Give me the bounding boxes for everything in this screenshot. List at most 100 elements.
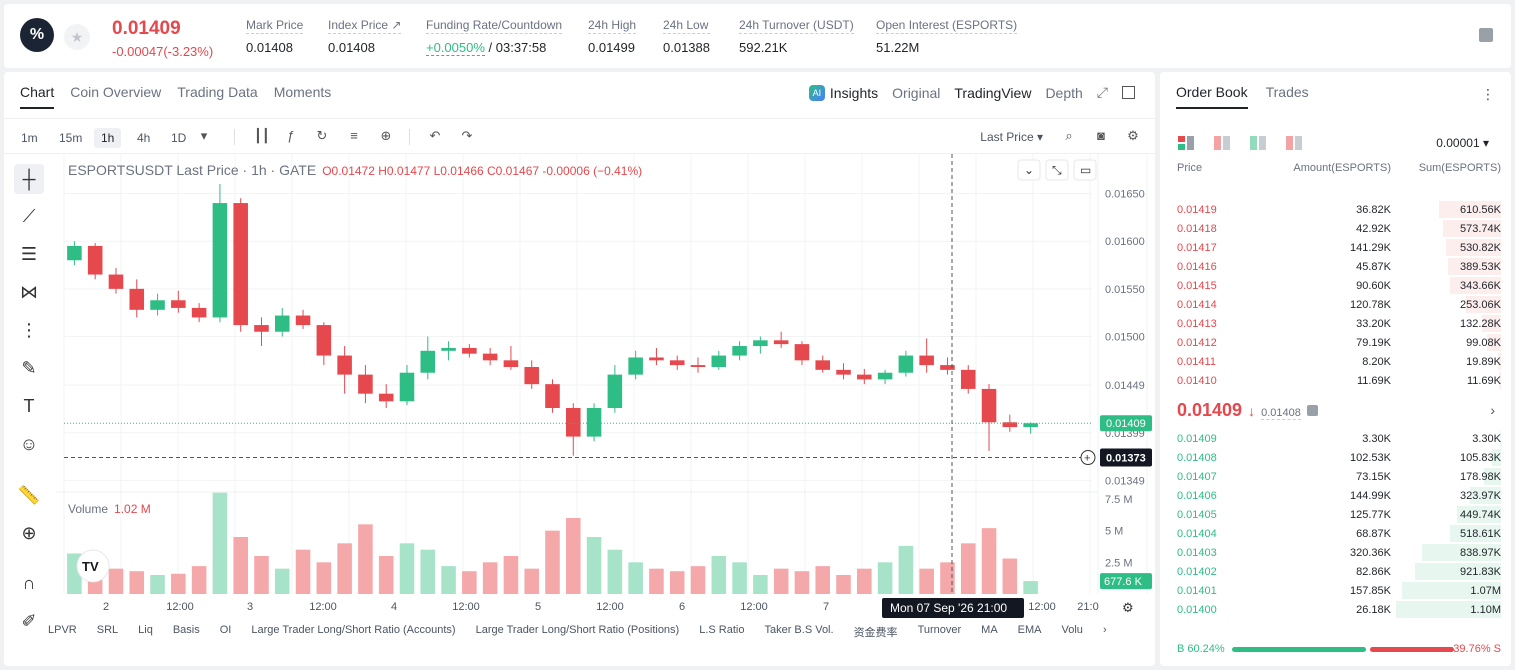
indicator-shortcut[interactable]: OI bbox=[219, 624, 232, 636]
tab-original[interactable]: Original bbox=[892, 84, 941, 101]
trend-line-tool-icon[interactable]: ⟋ bbox=[22, 205, 36, 226]
indicator-shortcut[interactable]: LPVR bbox=[48, 624, 77, 636]
tab-insights[interactable]: AI Insights bbox=[808, 84, 878, 101]
expand-icon[interactable]: ⤢ bbox=[1096, 84, 1108, 100]
ask-row[interactable]: 0.01419 36.82K 610.56K bbox=[1160, 200, 1511, 219]
indicator-shortcut[interactable]: Turnover bbox=[917, 624, 962, 636]
ask-row[interactable]: 0.01412 79.19K 99.08K bbox=[1160, 333, 1511, 352]
timeframe-1d[interactable]: 1D bbox=[171, 131, 187, 145]
tab-order-book[interactable]: Order Book bbox=[1176, 84, 1248, 109]
ask-row[interactable]: 0.01411 8.20K 19.89K bbox=[1160, 352, 1511, 371]
window-icon[interactable] bbox=[1122, 86, 1135, 99]
layout-both-icon[interactable] bbox=[1178, 136, 1194, 150]
bid-row[interactable]: 0.01409 3.30K 3.30K bbox=[1160, 429, 1511, 448]
tab-moments[interactable]: Moments bbox=[273, 84, 332, 100]
add-alert-icon[interactable]: ⊕ bbox=[380, 128, 392, 143]
candle-body bbox=[399, 372, 415, 402]
tab-coin-overview[interactable]: Coin Overview bbox=[70, 84, 162, 100]
indicator-shortcut[interactable]: Volu bbox=[1061, 624, 1083, 636]
tab-chart[interactable]: Chart bbox=[20, 84, 55, 109]
timeframe-4h[interactable]: 4h bbox=[137, 131, 151, 145]
crosshair-tool-icon[interactable]: ┼ bbox=[14, 164, 44, 194]
bid-row[interactable]: 0.01403 320.36K 838.97K bbox=[1160, 543, 1511, 562]
pattern-tool-icon[interactable]: ⋈ bbox=[20, 281, 38, 302]
price-source-select[interactable]: Last Price ▾ bbox=[980, 130, 1043, 144]
candle-body bbox=[545, 384, 560, 408]
indicator-shortcut[interactable]: MA bbox=[981, 624, 998, 636]
emoji-tool-icon[interactable]: ☺ bbox=[19, 433, 39, 454]
ask-row[interactable]: 0.01413 33.20K 132.28K bbox=[1160, 314, 1511, 333]
time-axis: 2 12:00 3 12:00 4 12:00 5 12:00 6 12:00 7 12:00 21:0 bbox=[103, 601, 1099, 613]
book-icon[interactable] bbox=[1479, 28, 1493, 42]
ask-row[interactable]: 0.01415 90.60K 343.66K bbox=[1160, 276, 1511, 295]
timeframe-15m[interactable]: 15m bbox=[59, 131, 83, 145]
layout-asks-icon[interactable] bbox=[1214, 136, 1230, 150]
indicator-shortcut[interactable]: Large Trader Long/Short Ratio (Positions… bbox=[475, 624, 680, 636]
ruler-tool-icon[interactable]: 📏 bbox=[17, 484, 41, 505]
tab-depth[interactable]: Depth bbox=[1045, 84, 1083, 101]
templates-icon[interactable]: ≡ bbox=[350, 128, 358, 143]
more-options-icon[interactable]: ⋮ bbox=[1481, 86, 1495, 102]
ask-row[interactable]: 0.01417 141.29K 530.82K bbox=[1160, 238, 1511, 257]
indicators-icon[interactable]: ƒ bbox=[287, 128, 295, 143]
bid-row[interactable]: 0.01401 157.85K 1.07M bbox=[1160, 581, 1511, 600]
indicator-shortcut[interactable]: EMA bbox=[1017, 624, 1042, 636]
magnet-tool-icon[interactable]: ∩ bbox=[22, 572, 36, 593]
stat-index-price[interactable]: Index Price ↗ 0.01408 bbox=[328, 18, 402, 55]
indicator-shortcut[interactable]: SRL bbox=[96, 624, 119, 636]
search-icon[interactable]: ⌕ bbox=[1065, 128, 1073, 143]
bid-row[interactable]: 0.01405 125.77K 449.74K bbox=[1160, 505, 1511, 524]
tab-tradingview[interactable]: TradingView bbox=[954, 84, 1032, 101]
chevron-right-icon[interactable]: › bbox=[1102, 624, 1107, 636]
layout-bids-icon[interactable] bbox=[1250, 136, 1266, 150]
fib-tool-icon[interactable]: ⋮ bbox=[20, 319, 38, 340]
ask-amount: 33.20K bbox=[1356, 318, 1391, 330]
text-tool-icon[interactable]: T bbox=[23, 395, 35, 416]
indicator-shortcut[interactable]: 资金费率 bbox=[853, 627, 898, 639]
timeframe-1m[interactable]: 1m bbox=[21, 131, 38, 145]
bid-row[interactable]: 0.01408 102.53K 105.83K bbox=[1160, 448, 1511, 467]
settings-gear-icon[interactable]: ⚙ bbox=[1127, 128, 1139, 143]
undo-icon[interactable]: ↶ bbox=[429, 128, 441, 143]
bid-row[interactable]: 0.01400 26.18K 1.10M bbox=[1160, 600, 1511, 619]
bid-row[interactable]: 0.01404 68.87K 518.61K bbox=[1160, 524, 1511, 543]
ask-row[interactable]: 0.01410 11.69K 11.69K bbox=[1160, 371, 1511, 390]
indicator-shortcut[interactable]: Large Trader Long/Short Ratio (Accounts) bbox=[251, 624, 456, 636]
ask-row[interactable]: 0.01414 120.78K 253.06K bbox=[1160, 295, 1511, 314]
tab-trades[interactable]: Trades bbox=[1265, 84, 1309, 100]
indicator-shortcut[interactable]: Basis bbox=[172, 624, 200, 636]
brush-tool-icon[interactable]: ✎ bbox=[21, 357, 37, 378]
chevron-right-icon[interactable]: › bbox=[1490, 402, 1495, 418]
indicator-shortcut[interactable]: L.S Ratio bbox=[699, 624, 745, 636]
timeframe-1h[interactable]: 1h bbox=[94, 128, 122, 148]
bid-row[interactable]: 0.01402 82.86K 921.83K bbox=[1160, 562, 1511, 581]
favorite-star-icon[interactable]: ★ bbox=[64, 24, 90, 50]
stat-funding-rate[interactable]: Funding Rate/Countdown +0.0050% / 03:37:… bbox=[426, 18, 563, 56]
bid-row[interactable]: 0.01406 144.99K 323.97K bbox=[1160, 486, 1511, 505]
pencil-lock-tool-icon[interactable]: ✐ bbox=[21, 610, 37, 631]
depth-bar bbox=[1439, 201, 1501, 218]
candle-type-icon[interactable]: ┃┃ bbox=[254, 128, 270, 143]
timeframe-dropdown-icon[interactable]: ▾ bbox=[200, 128, 208, 143]
candle-body bbox=[108, 274, 124, 289]
redo-icon[interactable]: ↷ bbox=[461, 128, 473, 143]
zoom-in-tool-icon[interactable]: ⊕ bbox=[21, 522, 37, 543]
candlestick-chart[interactable]: 0.01650 0.01600 0.01550 0.01500 0.01449 0.013… bbox=[56, 154, 1155, 624]
ask-row[interactable]: 0.01418 42.92K 573.74K bbox=[1160, 219, 1511, 238]
precision-select[interactable]: 0.00001 ▾ bbox=[1436, 136, 1489, 150]
candle-body bbox=[462, 347, 477, 354]
replay-icon[interactable]: ↻ bbox=[316, 128, 328, 143]
price-chart[interactable]: 0.01650 0.01600 0.01550 0.01500 0.01449 0.013… bbox=[56, 154, 1155, 618]
indicator-shortcut[interactable]: Liq bbox=[138, 624, 153, 636]
indicator-shortcut[interactable]: Taker B.S Vol. bbox=[764, 624, 834, 636]
time-tick-label: 12:00 bbox=[1028, 601, 1056, 613]
tab-trading-data[interactable]: Trading Data bbox=[177, 84, 258, 100]
stat-mark-price[interactable]: Mark Price 0.01408 bbox=[246, 18, 304, 55]
ask-row[interactable]: 0.01416 45.87K 389.53K bbox=[1160, 257, 1511, 276]
camera-icon[interactable]: ◙ bbox=[1097, 128, 1105, 143]
horizontal-lines-tool-icon[interactable]: ☰ bbox=[20, 243, 38, 264]
layout-asks-only-icon[interactable] bbox=[1286, 136, 1302, 150]
depth-bar bbox=[1446, 239, 1501, 256]
bid-row[interactable]: 0.01407 73.15K 178.98K bbox=[1160, 467, 1511, 486]
bid-amount: 26.18K bbox=[1356, 604, 1391, 616]
